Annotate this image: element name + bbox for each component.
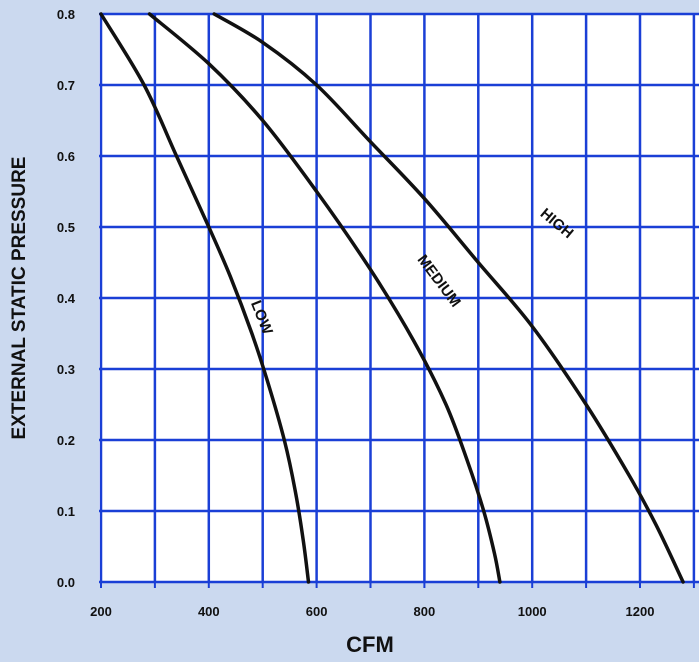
y-tick-label: 0.0 (57, 575, 75, 590)
curve-low (99, 12, 311, 584)
curves (99, 12, 685, 584)
y-tick-label: 0.5 (57, 220, 75, 235)
x-axis-title: CFM (346, 632, 394, 657)
x-tick-label: 1200 (626, 604, 655, 619)
y-axis-title: EXTERNAL STATIC PRESSURE (9, 157, 30, 440)
y-tick-label: 0.7 (57, 78, 75, 93)
y-tick-labels: 0.0 0.1 0.2 0.3 0.4 0.5 0.6 0.7 0.8 (57, 7, 76, 590)
curve-high (212, 12, 685, 584)
x-tick-label: 200 (90, 604, 112, 619)
x-tick-label: 600 (306, 604, 328, 619)
curve-medium (147, 12, 502, 584)
y-tick-label: 0.2 (57, 433, 75, 448)
x-tick-labels: 200 400 600 800 1000 1200 (90, 604, 654, 619)
x-tick-label: 400 (198, 604, 220, 619)
x-tick-label: 1000 (518, 604, 547, 619)
x-tick-label: 800 (414, 604, 436, 619)
y-tick-label: 0.3 (57, 362, 75, 377)
grid (99, 12, 699, 588)
y-tick-label: 0.8 (57, 7, 75, 22)
y-tick-label: 0.4 (57, 291, 76, 306)
y-tick-label: 0.1 (57, 504, 75, 519)
y-tick-label: 0.6 (57, 149, 75, 164)
